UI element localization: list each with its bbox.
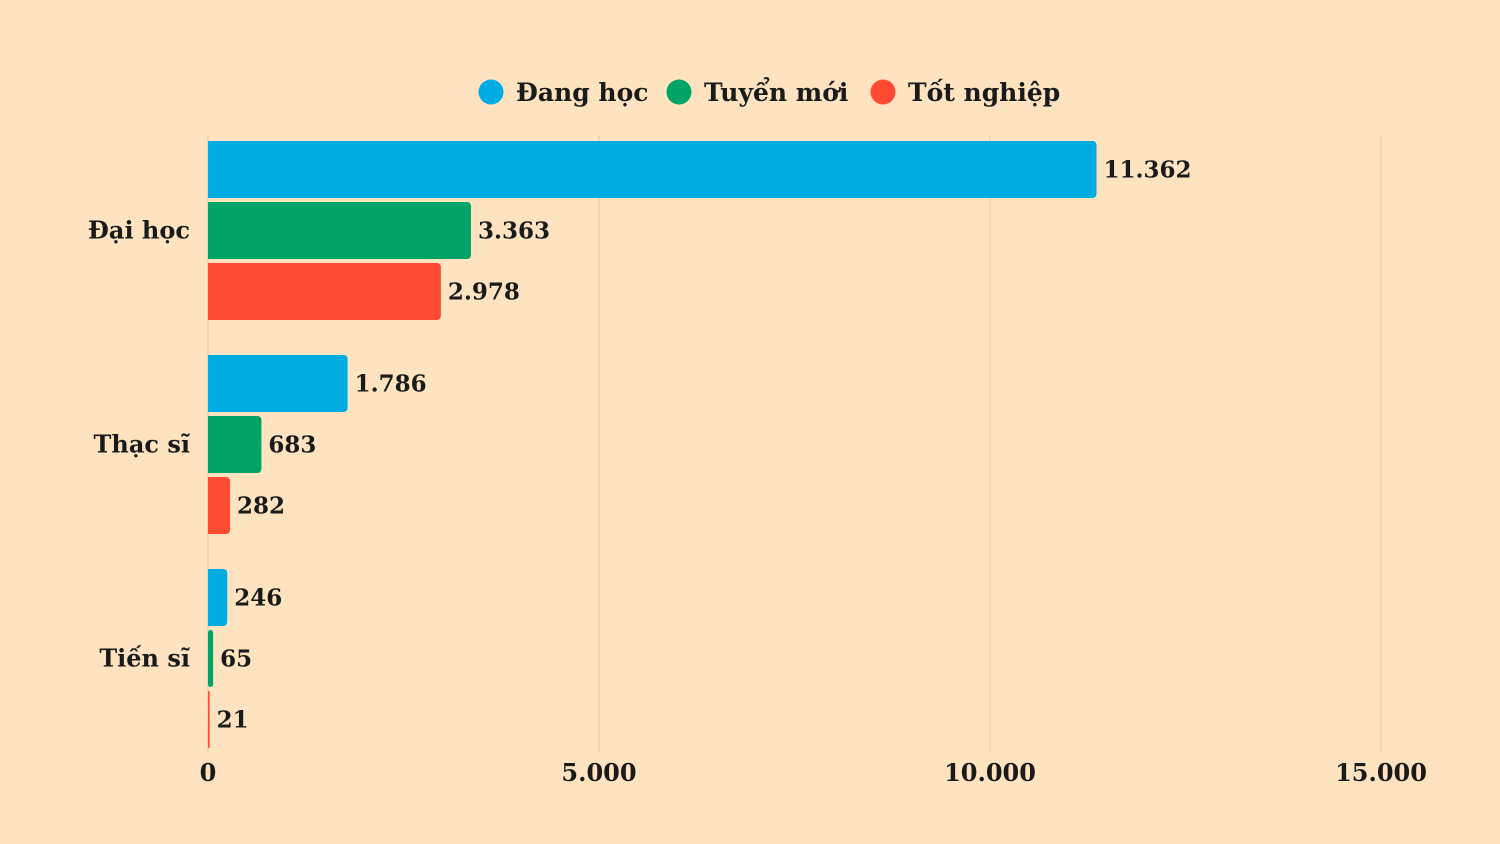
bar-3-3 xyxy=(208,691,210,748)
x-tick-label: 5.000 xyxy=(561,758,636,787)
legend-label: Tốt nghiệp xyxy=(908,78,1060,107)
bar-edge xyxy=(208,569,213,626)
x-tick-label: 0 xyxy=(200,758,217,787)
data-label: 65 xyxy=(220,646,252,673)
bar-2-2 xyxy=(208,416,262,473)
legend-item: Tuyển mới xyxy=(666,78,848,107)
data-label: 1.786 xyxy=(355,371,427,398)
category-label: Thạc sĩ xyxy=(94,430,190,459)
bar-2-3 xyxy=(208,477,231,534)
legend-marker xyxy=(478,79,504,105)
data-label: 2.978 xyxy=(448,279,520,306)
legend-item: Tốt nghiệp xyxy=(870,78,1060,107)
bar-edge xyxy=(208,141,213,198)
bar-edge xyxy=(208,263,213,320)
bar-edge xyxy=(208,202,213,259)
bar-3-2 xyxy=(208,630,214,687)
bar-edge xyxy=(208,416,213,473)
legend-marker xyxy=(666,79,692,105)
data-label: 3.363 xyxy=(478,218,550,245)
bar-edge xyxy=(208,355,213,412)
bar-2-1 xyxy=(208,355,348,412)
data-label: 11.362 xyxy=(1104,157,1192,184)
data-label: 282 xyxy=(237,493,285,520)
bar-1-1 xyxy=(208,141,1097,198)
bar-1-2 xyxy=(208,202,471,259)
data-label: 21 xyxy=(217,707,249,734)
x-tick-label: 10.000 xyxy=(944,758,1036,787)
bar-1-3 xyxy=(208,263,441,320)
legend-label: Tuyển mới xyxy=(704,78,848,107)
x-tick-label: 15.000 xyxy=(1335,758,1427,787)
legend-item: Đang học xyxy=(478,78,648,107)
category-label: Tiến sĩ xyxy=(99,644,190,673)
data-label: 246 xyxy=(234,585,282,612)
category-label: Đại học xyxy=(88,216,190,245)
data-label: 683 xyxy=(268,432,316,459)
bar-edge xyxy=(208,477,213,534)
legend-label: Đang học xyxy=(516,78,648,107)
legend-marker xyxy=(870,79,896,105)
